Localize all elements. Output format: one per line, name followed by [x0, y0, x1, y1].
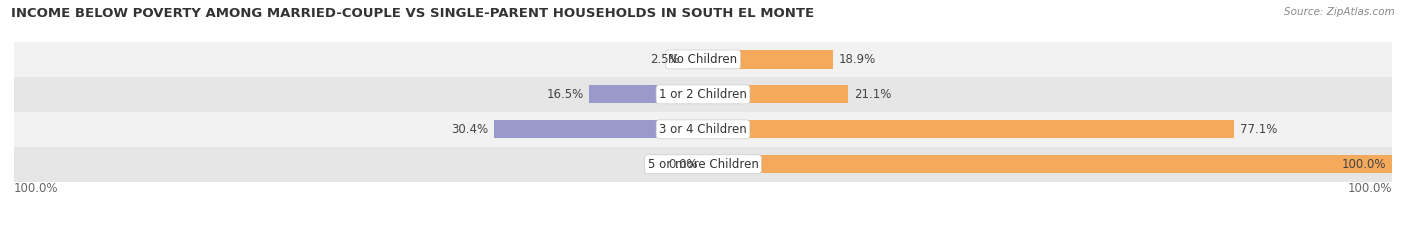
Text: 30.4%: 30.4% — [451, 123, 488, 136]
Bar — [14, 147, 1392, 182]
Text: No Children: No Children — [668, 53, 738, 66]
Text: 3 or 4 Children: 3 or 4 Children — [659, 123, 747, 136]
Text: 5 or more Children: 5 or more Children — [648, 158, 758, 171]
Bar — [686, 50, 703, 69]
Bar — [589, 85, 703, 103]
Bar — [703, 120, 1234, 138]
Text: 0.0%: 0.0% — [668, 158, 697, 171]
Text: 2.5%: 2.5% — [651, 53, 681, 66]
Bar — [703, 50, 834, 69]
Text: INCOME BELOW POVERTY AMONG MARRIED-COUPLE VS SINGLE-PARENT HOUSEHOLDS IN SOUTH E: INCOME BELOW POVERTY AMONG MARRIED-COUPL… — [11, 7, 814, 20]
Bar — [14, 42, 1392, 77]
Text: 1 or 2 Children: 1 or 2 Children — [659, 88, 747, 101]
Bar — [703, 85, 848, 103]
Bar — [494, 120, 703, 138]
Text: 100.0%: 100.0% — [14, 182, 59, 195]
Bar — [14, 112, 1392, 147]
Bar — [14, 77, 1392, 112]
Text: 21.1%: 21.1% — [853, 88, 891, 101]
Text: Source: ZipAtlas.com: Source: ZipAtlas.com — [1284, 7, 1395, 17]
Text: 77.1%: 77.1% — [1240, 123, 1277, 136]
Text: 16.5%: 16.5% — [547, 88, 583, 101]
Text: 100.0%: 100.0% — [1347, 182, 1392, 195]
Bar — [703, 155, 1392, 173]
Text: 18.9%: 18.9% — [839, 53, 876, 66]
Text: 100.0%: 100.0% — [1341, 158, 1386, 171]
